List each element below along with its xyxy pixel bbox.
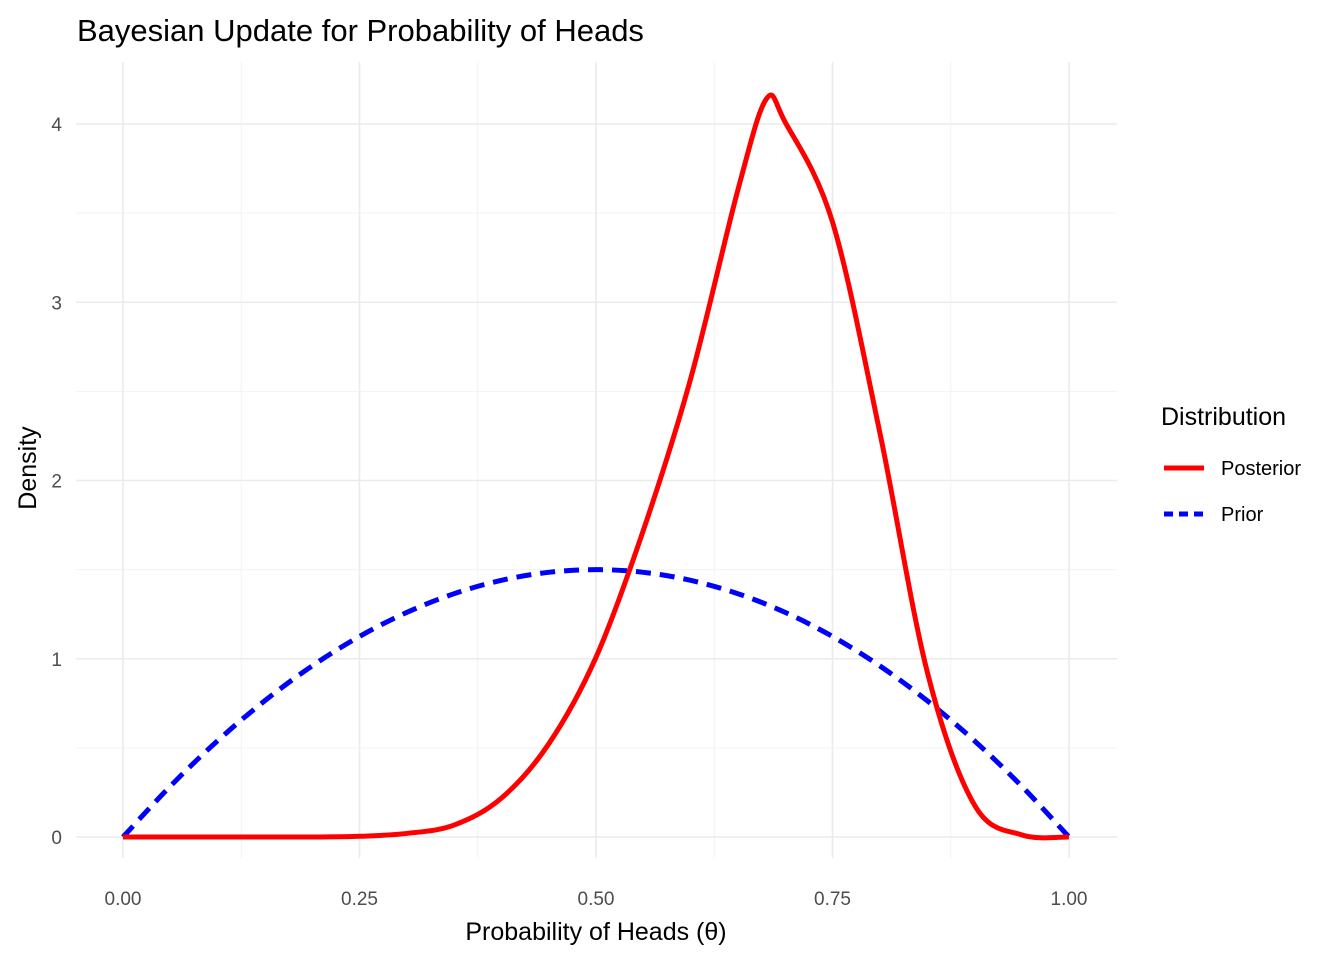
x-tick-label: 0.75 xyxy=(814,889,851,910)
series-line-posterior xyxy=(123,92,1070,841)
series-line-prior xyxy=(121,567,1071,839)
x-tick-label: 0.25 xyxy=(341,889,378,910)
y-tick-label: 0 xyxy=(51,828,62,849)
x-tick-label: 0.00 xyxy=(105,889,142,910)
x-axis-title: Probability of Heads (θ) xyxy=(465,918,726,946)
plot-series xyxy=(121,92,1071,841)
x-tick-label: 0.50 xyxy=(578,889,615,910)
x-axis-ticks: 0.00 0.25 0.50 0.75 1.00 xyxy=(105,889,1088,910)
legend-label-prior: Prior xyxy=(1221,504,1264,526)
x-tick-label: 1.00 xyxy=(1051,889,1088,910)
legend-title: Distribution xyxy=(1161,403,1286,431)
y-axis-ticks: 0 1 2 3 4 xyxy=(51,115,62,849)
legend-label-posterior: Posterior xyxy=(1221,458,1301,480)
y-tick-label: 3 xyxy=(51,293,62,314)
y-tick-label: 1 xyxy=(51,650,62,671)
y-tick-label: 4 xyxy=(51,115,62,136)
y-axis-title: Density xyxy=(14,426,42,510)
y-tick-label: 2 xyxy=(51,472,62,493)
grid xyxy=(76,62,1117,858)
chart-title: Bayesian Update for Probability of Heads xyxy=(77,13,644,48)
legend: Distribution Posterior Prior xyxy=(1161,403,1301,526)
legend-entries: Posterior Prior xyxy=(1164,458,1301,526)
